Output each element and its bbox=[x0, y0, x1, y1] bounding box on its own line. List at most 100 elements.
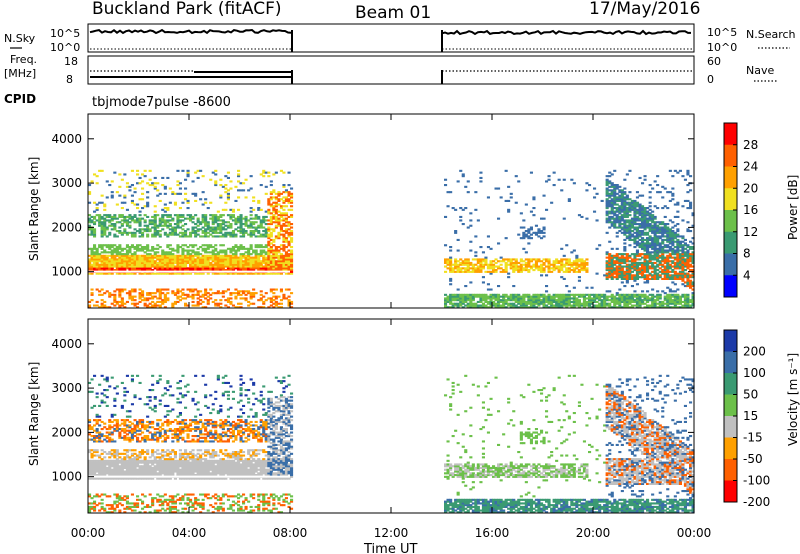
heatmap-cell bbox=[648, 235, 652, 238]
heatmap-cell bbox=[529, 226, 533, 229]
heatmap-cell bbox=[282, 244, 286, 247]
heatmap-cell bbox=[514, 300, 518, 303]
heatmap-cell bbox=[105, 436, 109, 439]
nsky-trace bbox=[89, 28, 292, 35]
heatmap-cell bbox=[623, 215, 627, 218]
heatmap-cell bbox=[565, 269, 569, 272]
heatmap-cell bbox=[282, 171, 286, 174]
heatmap-cell bbox=[683, 302, 687, 305]
heatmap-cell bbox=[221, 261, 225, 264]
heatmap-cell bbox=[100, 420, 104, 423]
heatmap-cell bbox=[643, 267, 647, 270]
heatmap-cell bbox=[671, 253, 675, 256]
heatmap-cell bbox=[267, 198, 271, 201]
heatmap-cell bbox=[95, 466, 99, 469]
heatmap-cell bbox=[173, 254, 177, 257]
heatmap-cell bbox=[224, 272, 228, 275]
heatmap-cell bbox=[620, 194, 624, 197]
heatmap-cell bbox=[237, 249, 241, 252]
heatmap-cell bbox=[641, 269, 645, 272]
heatmap-cell bbox=[466, 258, 470, 261]
heatmap-cell bbox=[661, 223, 665, 226]
heatmap-cell bbox=[633, 274, 637, 277]
heatmap-cell bbox=[90, 468, 94, 471]
heatmap-cell bbox=[151, 247, 155, 250]
heatmap-cell bbox=[229, 269, 233, 272]
heatmap-cell bbox=[90, 221, 94, 224]
heatmap-cell bbox=[163, 219, 167, 222]
heatmap-cell bbox=[494, 293, 498, 296]
heatmap-cell bbox=[618, 304, 622, 307]
heatmap-cell bbox=[671, 299, 675, 302]
heatmap-cell bbox=[555, 304, 559, 307]
heatmap-cell bbox=[146, 258, 150, 261]
heatmap-cell bbox=[115, 235, 119, 238]
heatmap-cell bbox=[151, 272, 155, 275]
heatmap-cell bbox=[194, 199, 198, 202]
heatmap-cell bbox=[118, 253, 122, 256]
heatmap-cell bbox=[542, 231, 546, 234]
heatmap-cell bbox=[461, 270, 465, 273]
heatmap-cell bbox=[656, 242, 660, 245]
heatmap-cell bbox=[199, 295, 203, 298]
heatmap-cell bbox=[620, 215, 624, 218]
heatmap-cell bbox=[686, 173, 690, 176]
heatmap-cell bbox=[103, 254, 107, 257]
heatmap-cell bbox=[504, 263, 508, 266]
heatmap-cell bbox=[534, 295, 538, 298]
heatmap-cell bbox=[284, 199, 288, 202]
heatmap-cell bbox=[141, 261, 145, 264]
heatmap-cell bbox=[646, 261, 650, 264]
heatmap-cell bbox=[221, 221, 225, 224]
heatmap-cell bbox=[206, 226, 210, 229]
heatmap-cell bbox=[166, 235, 170, 238]
heatmap-cell bbox=[686, 258, 690, 261]
heatmap-cell bbox=[105, 440, 109, 443]
heatmap-cell bbox=[641, 238, 645, 241]
heatmap-cell bbox=[239, 290, 243, 293]
heatmap-cell bbox=[542, 217, 546, 220]
heatmap-cell bbox=[514, 267, 518, 270]
heatmap-cell bbox=[105, 470, 109, 473]
heatmap-cell bbox=[449, 302, 453, 305]
heatmap-cell bbox=[676, 171, 680, 174]
heatmap-cell bbox=[259, 244, 263, 247]
heatmap-cell bbox=[582, 269, 586, 272]
heatmap-cell bbox=[446, 260, 450, 263]
heatmap-cell bbox=[211, 254, 215, 257]
heatmap-cell bbox=[98, 435, 102, 438]
heatmap-cell bbox=[623, 306, 627, 309]
heatmap-cell bbox=[590, 300, 594, 303]
freq-tick-low: 8 bbox=[66, 73, 73, 86]
heatmap-cell bbox=[189, 231, 193, 234]
heatmap-cell bbox=[93, 374, 97, 377]
heatmap-cell bbox=[641, 207, 645, 210]
heatmap-cell bbox=[186, 199, 190, 202]
heatmap-cell bbox=[259, 246, 263, 249]
heatmap-cell bbox=[620, 256, 624, 259]
heatmap-cell bbox=[620, 260, 624, 263]
heatmap-cell bbox=[610, 203, 614, 206]
heatmap-cell bbox=[628, 214, 632, 217]
heatmap-cell bbox=[128, 215, 132, 218]
heatmap-cell bbox=[184, 261, 188, 264]
heatmap-cell bbox=[279, 256, 283, 259]
heatmap-cell bbox=[676, 306, 680, 309]
heatmap-cell bbox=[519, 267, 523, 270]
heatmap-cell bbox=[108, 260, 112, 263]
heatmap-cell bbox=[226, 171, 230, 174]
heatmap-cell bbox=[570, 178, 574, 181]
heatmap-cell bbox=[625, 265, 629, 268]
heatmap-cell bbox=[216, 228, 220, 231]
heatmap-cell bbox=[668, 299, 672, 302]
heatmap-cell bbox=[239, 265, 243, 268]
heatmap-cell bbox=[226, 254, 230, 257]
heatmap-cell bbox=[206, 235, 210, 238]
heatmap-cell bbox=[206, 292, 210, 295]
heatmap-cell bbox=[166, 299, 170, 302]
heatmap-cell bbox=[469, 293, 473, 296]
heatmap-cell bbox=[282, 185, 286, 188]
heatmap-cell bbox=[666, 238, 670, 241]
heatmap-cell bbox=[497, 217, 501, 220]
heatmap-cell bbox=[133, 302, 137, 305]
